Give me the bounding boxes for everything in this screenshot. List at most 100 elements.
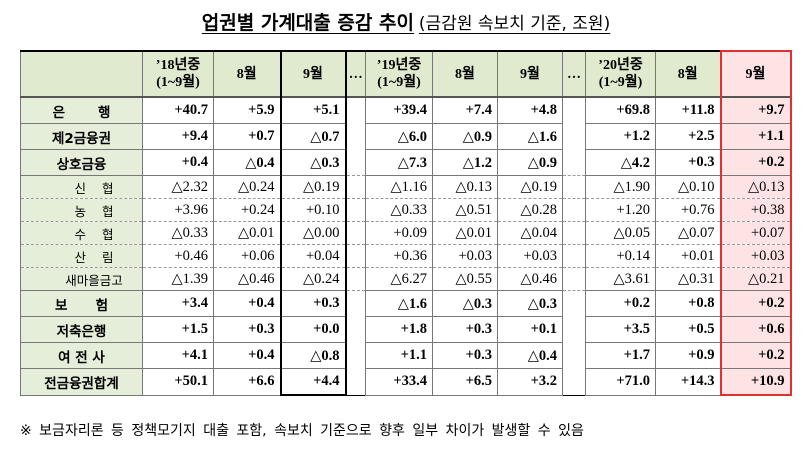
row-label: 제2금융권 — [20, 123, 143, 150]
value-cell: +0.6 — [719, 316, 792, 343]
value-cell: △0.10 — [655, 175, 721, 199]
column-header: 8월 — [655, 50, 721, 98]
row-label: 상호금융 — [20, 149, 143, 176]
spacer-cell — [562, 267, 586, 291]
value-cell: +3.2 — [497, 368, 563, 396]
row: 보 험 +3.4 +0.4 +0.3 △1.6 △0.3 △0.3 +0.2 +0.8 +0.2 — [20, 290, 792, 317]
header-line: 9월 — [520, 66, 540, 82]
value-cell: △0.31 — [655, 267, 721, 291]
value-cell: +0.03 — [497, 244, 563, 268]
value-cell: △0.00 — [279, 221, 347, 245]
row: 전금융권합계 +50.1 +6.6 +4.4 +33.4 +6.5 +3.2 +71.0 +14… — [20, 368, 792, 396]
row-label: 새마을금고 — [20, 267, 143, 291]
row-label: 저축은행 — [20, 316, 143, 343]
value-cell: +0.14 — [585, 244, 656, 268]
corner-cell — [20, 50, 143, 98]
spacer-cell — [562, 123, 586, 150]
spacer-cell — [562, 175, 586, 199]
spacer-cell — [345, 123, 366, 150]
header-line: (1~9월) — [156, 75, 200, 90]
spacer-cell — [562, 221, 586, 245]
column-header: … — [562, 51, 586, 97]
spacer-cell — [345, 368, 366, 395]
value-cell: △0.33 — [142, 221, 214, 245]
value-cell: △7.3 — [365, 149, 433, 176]
column-header: ’20년중 (1~9월) — [585, 50, 656, 98]
spacer-cell — [562, 198, 586, 222]
header-line: 8월 — [236, 66, 257, 82]
value-cell: +3.96 — [142, 198, 214, 222]
value-cell: +0.01 — [655, 244, 721, 268]
column-header: 8월 — [213, 50, 281, 98]
value-cell: +0.46 — [142, 244, 214, 268]
row-label: 은 행 — [20, 96, 143, 124]
value-cell: △1.16 — [365, 175, 433, 199]
value-cell: △0.3 — [279, 149, 347, 176]
row: 저축은행 +1.5 +0.3 +0.0 +1.8 +0.3 +0.1 +3.5 +0.5 +0.6 — [20, 316, 792, 343]
value-cell: △2.32 — [142, 175, 214, 199]
value-cell: +0.3 — [655, 149, 721, 176]
spacer-cell — [345, 175, 366, 199]
value-cell: △0.21 — [719, 267, 792, 291]
value-cell: +0.3 — [279, 290, 347, 317]
value-cell: +0.9 — [655, 342, 721, 369]
value-cell: +50.1 — [142, 368, 214, 396]
value-cell: △0.3 — [497, 290, 563, 317]
spacer-cell — [345, 267, 366, 291]
spacer-cell — [562, 96, 586, 124]
column-header: 8월 — [432, 50, 498, 98]
value-cell: +0.09 — [365, 221, 433, 245]
value-cell: △0.55 — [432, 267, 498, 291]
value-cell: +2.5 — [655, 123, 721, 150]
header-line: 8월 — [677, 66, 698, 82]
value-cell: △1.90 — [585, 175, 656, 199]
value-cell: △0.33 — [365, 198, 433, 222]
value-cell: △4.2 — [585, 149, 656, 176]
value-cell: +0.4 — [213, 342, 281, 369]
header-row: ’18년중 (1~9월) 8월 9월 … ’19년중 (1~9월) 8월 9월 … ’20년중 (1~… — [20, 50, 792, 98]
column-header: 9월 — [497, 50, 563, 98]
value-cell: △0.9 — [432, 123, 498, 150]
table-body: 은 행 +40.7 +5.9 +5.1 +39.4 +7.4 +4.8 +69.8 +11.8 +… — [20, 96, 792, 396]
value-cell: +5.1 — [279, 96, 347, 124]
header-line: … — [567, 66, 581, 82]
value-cell: +71.0 — [585, 368, 656, 396]
column-header: 9월 — [279, 50, 347, 98]
value-cell: +0.03 — [719, 244, 792, 268]
column-header: ’18년중 (1~9월) — [142, 50, 214, 98]
value-cell: △0.04 — [497, 221, 563, 245]
row-label: 산 림 — [20, 244, 143, 268]
value-cell: +0.2 — [719, 342, 792, 369]
spacer-cell — [345, 342, 366, 369]
row-label: 농 협 — [20, 198, 143, 222]
row-label: 수 협 — [20, 221, 143, 245]
value-cell: +0.2 — [719, 149, 792, 176]
value-cell: +0.4 — [213, 290, 281, 317]
value-cell: +0.38 — [719, 198, 792, 222]
header-line: ’18년중 — [155, 58, 201, 73]
spacer-cell — [345, 290, 366, 317]
spacer-cell — [345, 149, 366, 176]
value-cell: +0.1 — [497, 316, 563, 343]
value-cell: +0.07 — [719, 221, 792, 245]
value-cell: +3.5 — [585, 316, 656, 343]
row-label: 보 험 — [20, 290, 143, 317]
value-cell: △1.2 — [432, 149, 498, 176]
sub-row: 새마을금고 △1.39 △0.46 △0.24 △6.27 △0.55 △0.46 △3.61… — [20, 267, 792, 291]
value-cell: △1.6 — [497, 123, 563, 150]
value-cell: +0.0 — [279, 316, 347, 343]
sub-row: 농 협 +3.96 +0.24 +0.10 △0.33 △0.51 △0.28 +1.20 +0… — [20, 198, 792, 222]
value-cell: +9.7 — [719, 96, 792, 124]
header-line: ’19년중 — [376, 58, 422, 73]
value-cell: +1.20 — [585, 198, 656, 222]
value-cell: +4.4 — [279, 368, 347, 396]
spacer-cell — [345, 316, 366, 343]
value-cell: +5.9 — [213, 96, 281, 124]
value-cell: △0.24 — [213, 175, 281, 199]
value-cell: +0.10 — [279, 198, 347, 222]
value-cell: △0.07 — [655, 221, 721, 245]
value-cell: △1.39 — [142, 267, 214, 291]
value-cell: +14.3 — [655, 368, 721, 396]
spacer-cell — [562, 290, 586, 317]
